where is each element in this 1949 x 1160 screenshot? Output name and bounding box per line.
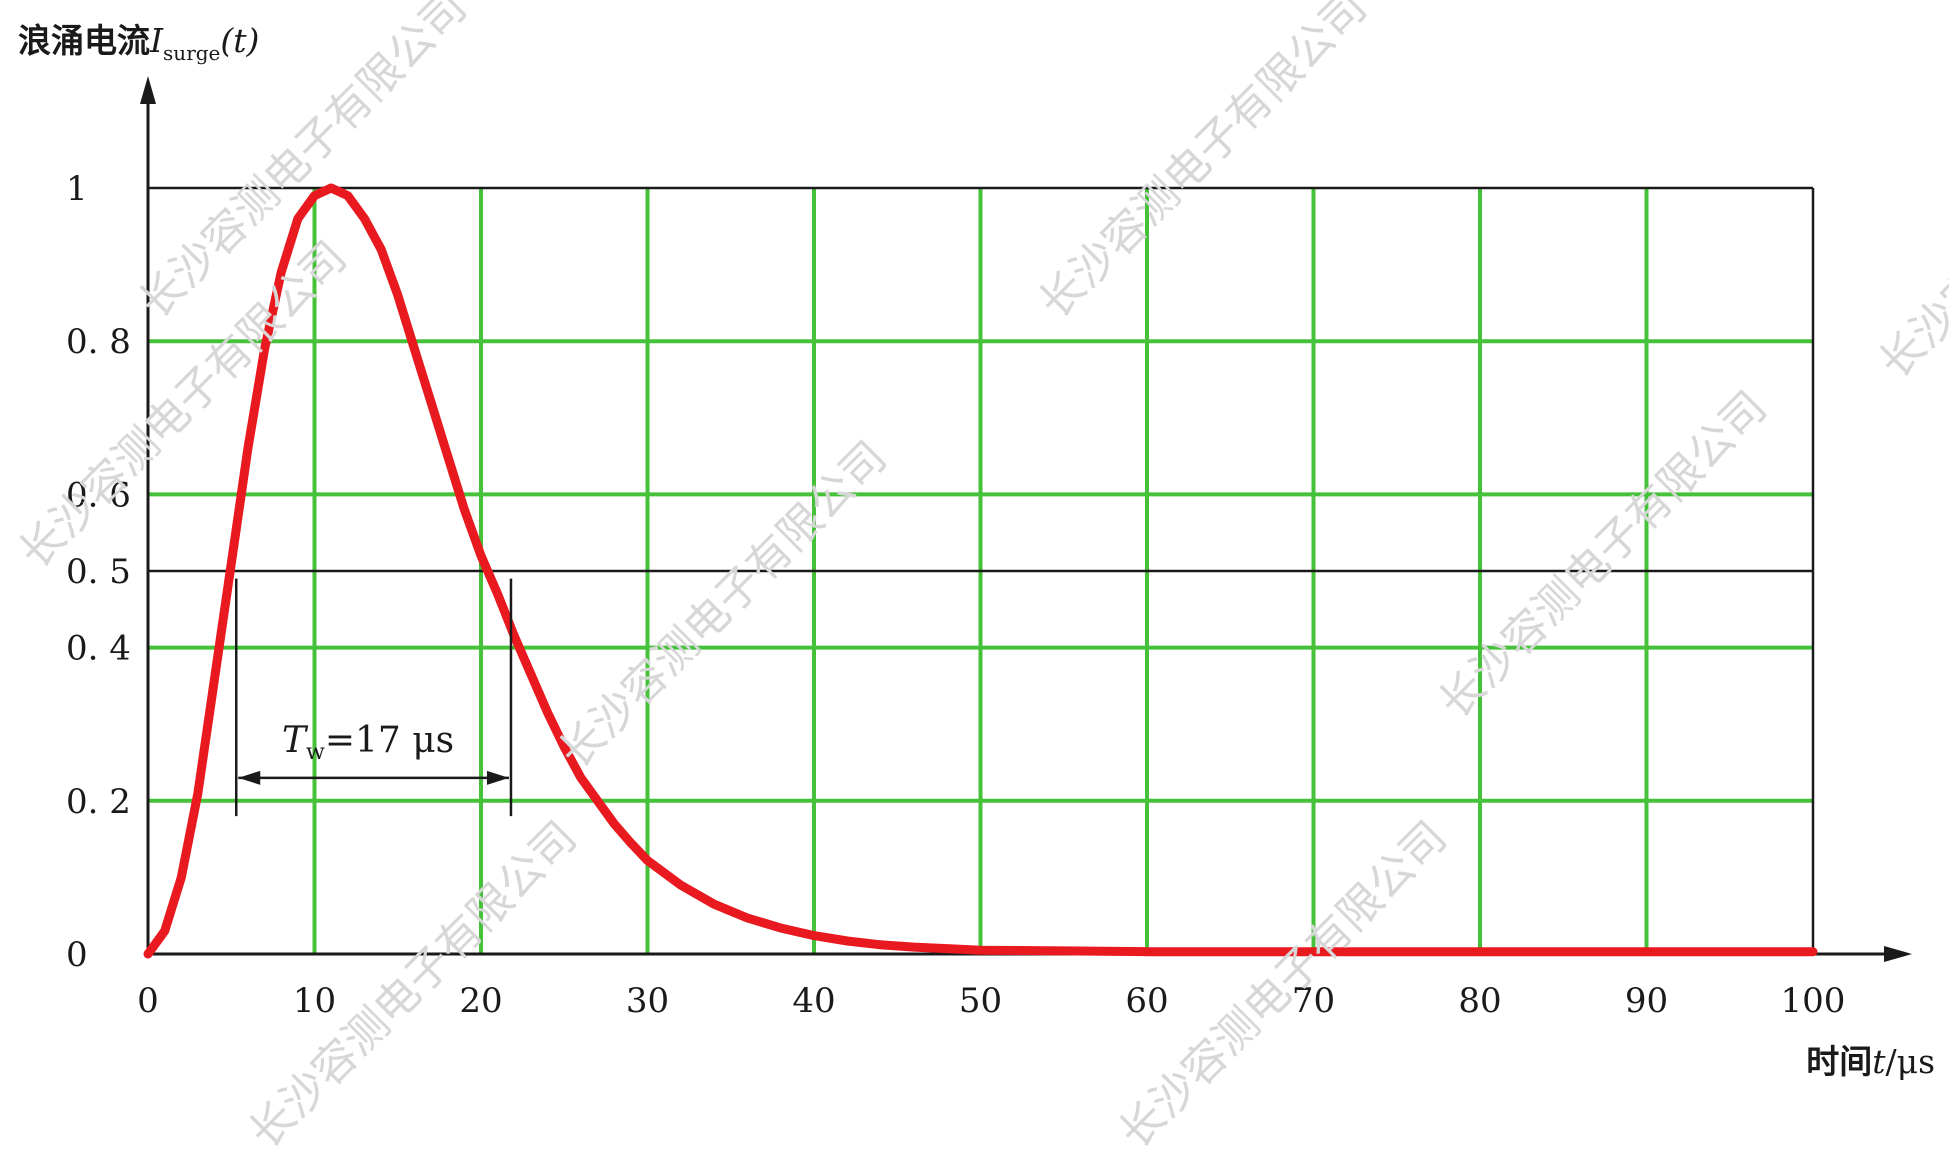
x-tick-label-90: 90 [1625,981,1668,1021]
x-tick-label-60: 60 [1125,981,1168,1021]
x-tick-label-40: 40 [792,981,835,1021]
x-tick-label-70: 70 [1292,981,1335,1021]
y-tick-label-0-2: 0. 2 [66,782,131,822]
pulse-width-label: Tw=17 μs [282,720,454,765]
y-tick-label-0-5: 0. 5 [66,552,131,592]
y-tick-label-0-4: 0. 4 [66,629,131,669]
y-axis-label: 浪涌电流Isurge(t) [18,21,259,65]
x-tick-label-100: 100 [1781,981,1846,1021]
y-tick-label-0: 0 [66,935,88,975]
pulse-width-symbol: T [282,720,309,761]
x-axis-label-symbol: t [1872,1042,1886,1081]
x-tick-label-20: 20 [459,981,502,1021]
pulse-width-subscript: w [306,740,325,765]
x-axis-label-text: 时间 [1806,1042,1872,1081]
y-axis-label-subscript: surge [163,41,220,65]
pulse-width-arrow-right [486,770,509,785]
x-tick-label-80: 80 [1458,981,1501,1021]
plot-background [0,0,1949,1097]
x-tick-label-0: 0 [137,981,159,1021]
tick-labels: 0 10 20 30 40 50 60 70 80 90 100 0 0. 2 0. 4 0. 5 0. 6 0… [66,169,1845,1021]
y-axis-label-suffix: (t) [220,21,259,60]
pulse-width-value: =17 μs [325,720,454,761]
x-tick-label-30: 30 [626,981,669,1021]
surge-current-curve [143,183,1818,959]
pulse-width-arrow-left [238,770,261,785]
curve-layer [143,183,1818,959]
x-axis-arrow [1884,946,1912,962]
x-axis-label-suffix: /μs [1886,1042,1936,1081]
y-tick-label-0-8: 0. 8 [66,322,131,362]
surge-current-chart: 0 10 20 30 40 50 60 70 80 90 100 0 0. 2 0. 4 0. 5 0. 6 0… [0,0,1949,1097]
y-tick-label-1: 1 [66,169,88,209]
x-tick-label-50: 50 [959,981,1002,1021]
y-axis-label-symbol: I [149,21,164,60]
y-axis-arrow [140,76,156,104]
x-axis-label: 时间t/μs [1806,1042,1935,1081]
x-tick-label-10: 10 [293,981,336,1021]
annotation-layer [234,578,513,817]
y-axis-label-text: 浪涌电流 [18,21,150,60]
y-tick-label-0-6: 0. 6 [66,475,131,515]
